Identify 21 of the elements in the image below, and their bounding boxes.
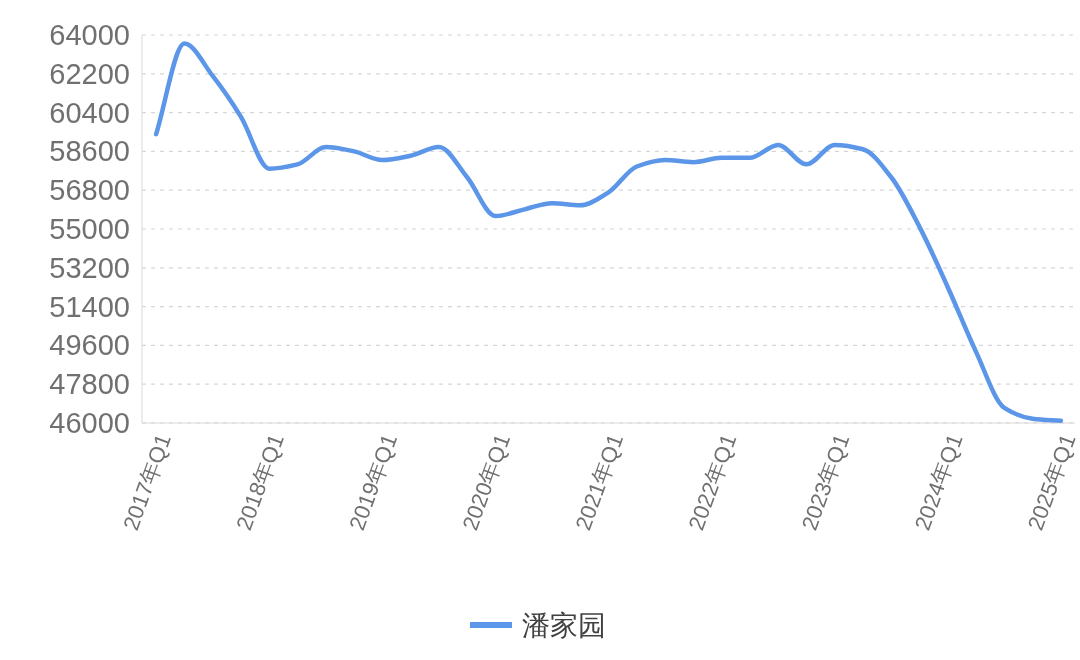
y-tick-label: 60400 <box>49 96 130 129</box>
x-tick-label: 2021年Q1 <box>570 430 629 534</box>
y-tick-label: 53200 <box>49 251 130 284</box>
x-tick-label: 2023年Q1 <box>796 430 855 534</box>
y-tick-label: 47800 <box>49 368 130 401</box>
x-tick-label: 2019年Q1 <box>344 430 403 534</box>
x-tick-label: 2024年Q1 <box>909 430 968 534</box>
x-tick-label: 2022年Q1 <box>683 430 742 534</box>
y-tick-label: 62200 <box>49 57 130 90</box>
y-tick-label: 46000 <box>49 407 130 439</box>
y-tick-label: 49600 <box>49 329 130 362</box>
line-series <box>153 41 1064 424</box>
y-tick-label: 51400 <box>49 290 130 323</box>
y-tick-label: 58600 <box>49 135 130 168</box>
legend-label: 潘家园 <box>522 609 606 641</box>
y-tick-label: 56800 <box>49 174 130 207</box>
x-tick-label: 2020年Q1 <box>457 430 516 534</box>
x-tick-label: 2025年Q1 <box>1022 430 1080 534</box>
x-tick-label: 2018年Q1 <box>231 430 289 534</box>
y-tick-label: 55000 <box>49 213 130 245</box>
y-tick-label: 64000 <box>49 19 130 51</box>
